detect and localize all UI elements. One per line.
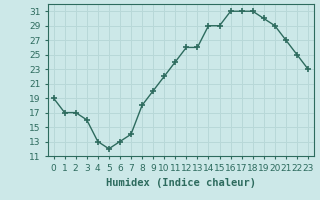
X-axis label: Humidex (Indice chaleur): Humidex (Indice chaleur) — [106, 178, 256, 188]
